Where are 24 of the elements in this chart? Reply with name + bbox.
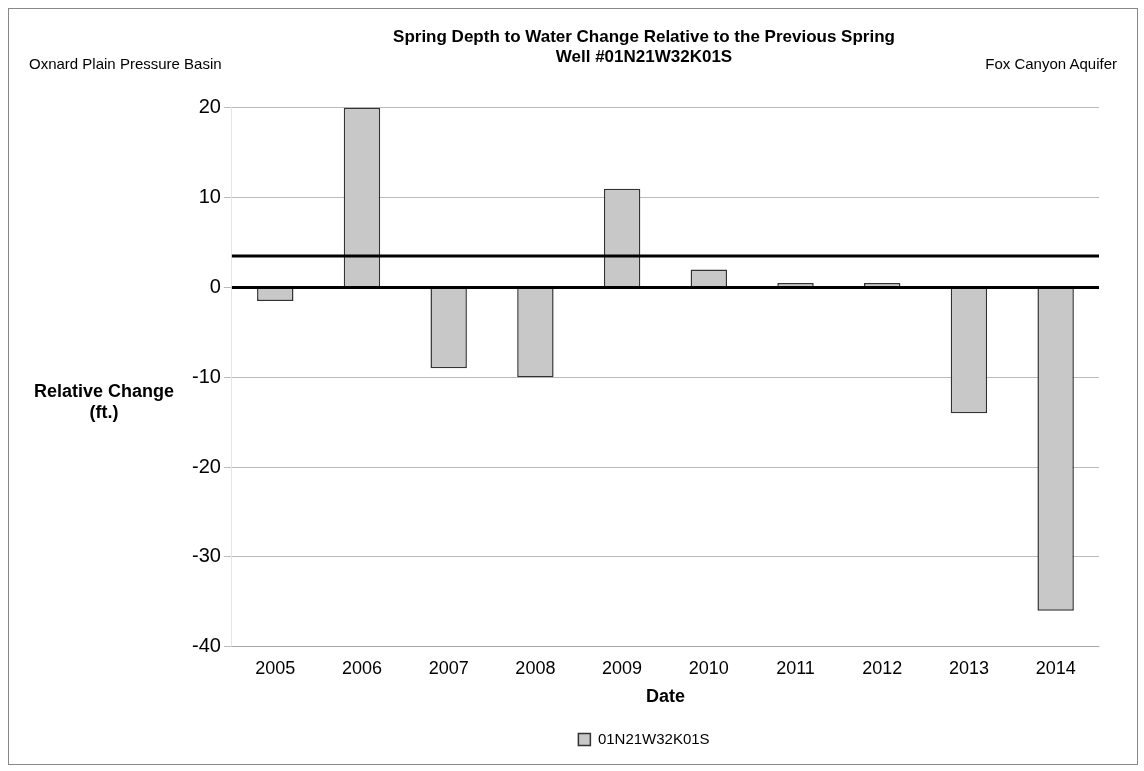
x-tick-label: 2010 bbox=[688, 657, 729, 678]
x-tick-label: 2007 bbox=[428, 657, 469, 678]
x-tick-label: 2012 bbox=[862, 657, 903, 678]
x-tick-label: 2009 bbox=[602, 657, 643, 678]
x-tick-label: 2008 bbox=[515, 657, 556, 678]
x-tick-label: 2005 bbox=[255, 657, 296, 678]
x-tick-label: 2013 bbox=[948, 657, 989, 678]
y-tick-label: -20 bbox=[192, 454, 221, 477]
chart-title: Spring Depth to Water Change Relative to the Previous Spring bbox=[393, 26, 895, 46]
y-tick-label: -40 bbox=[192, 634, 221, 657]
y-tick-label: -10 bbox=[192, 364, 221, 387]
chart-subtitle: Well #01N21W32K01S bbox=[555, 47, 733, 67]
x-axis-title: Date bbox=[645, 686, 685, 707]
y-tick-label: 10 bbox=[198, 185, 221, 208]
x-tick-label: 2011 bbox=[776, 657, 815, 678]
y-tick-label: 20 bbox=[198, 95, 221, 118]
y-axis-title: Relative Change (ft.) bbox=[32, 381, 175, 423]
legend-label: 01N21W32K01S bbox=[597, 729, 710, 747]
text: Fox Canyon Aquifer bbox=[985, 55, 1117, 72]
y-tick-label: 0 bbox=[209, 274, 221, 297]
x-tick-label: 2006 bbox=[341, 657, 382, 678]
text: Oxnard Plain Pressure Basin bbox=[29, 55, 222, 72]
x-tick-label: 2014 bbox=[1035, 657, 1076, 678]
y-tick-label: -30 bbox=[192, 544, 221, 567]
